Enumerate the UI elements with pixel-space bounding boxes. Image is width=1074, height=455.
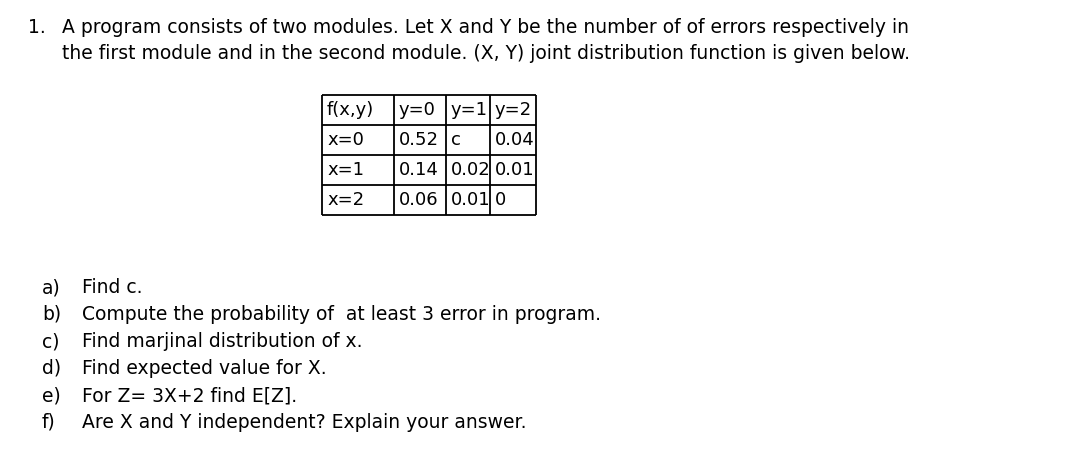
Text: x=2: x=2 <box>326 191 364 209</box>
Text: Find c.: Find c. <box>82 278 143 297</box>
Text: y=1: y=1 <box>451 101 488 119</box>
Text: the first module and in the second module. (X, Y) joint distribution function is: the first module and in the second modul… <box>62 44 910 63</box>
Text: Find marjinal distribution of x.: Find marjinal distribution of x. <box>82 332 363 351</box>
Text: f(x,y): f(x,y) <box>326 101 374 119</box>
Text: x=0: x=0 <box>326 131 364 149</box>
Text: 0: 0 <box>495 191 506 209</box>
Text: 0.52: 0.52 <box>400 131 439 149</box>
Text: 0.04: 0.04 <box>495 131 535 149</box>
Text: 1.: 1. <box>28 18 46 37</box>
Text: b): b) <box>42 305 61 324</box>
Text: 0.06: 0.06 <box>400 191 438 209</box>
Text: a): a) <box>42 278 61 297</box>
Text: c: c <box>451 131 461 149</box>
Text: For Z= 3X+2 find E[Z].: For Z= 3X+2 find E[Z]. <box>82 386 297 405</box>
Text: e): e) <box>42 386 61 405</box>
Text: x=1: x=1 <box>326 161 364 179</box>
Text: c): c) <box>42 332 59 351</box>
Text: 0.02: 0.02 <box>451 161 491 179</box>
Text: y=2: y=2 <box>495 101 532 119</box>
Text: A program consists of two modules. Let X and Y be the number of of errors respec: A program consists of two modules. Let X… <box>62 18 909 37</box>
Text: 0.01: 0.01 <box>495 161 535 179</box>
Text: Compute the probability of  at least 3 error in program.: Compute the probability of at least 3 er… <box>82 305 601 324</box>
Text: f): f) <box>42 413 56 432</box>
Text: 0.14: 0.14 <box>400 161 439 179</box>
Text: 0.01: 0.01 <box>451 191 491 209</box>
Text: Are X and Y independent? Explain your answer.: Are X and Y independent? Explain your an… <box>82 413 526 432</box>
Text: y=0: y=0 <box>400 101 436 119</box>
Text: d): d) <box>42 359 61 378</box>
Text: Find expected value for X.: Find expected value for X. <box>82 359 326 378</box>
